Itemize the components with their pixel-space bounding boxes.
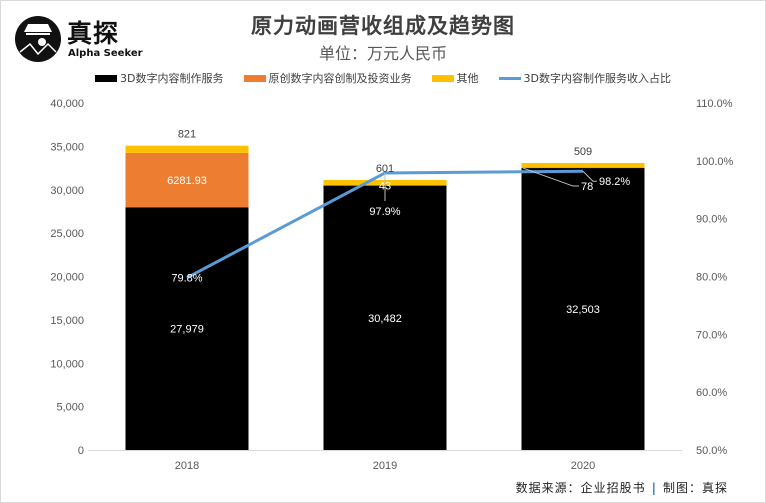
bar-2-2018 (125, 145, 249, 153)
chart-title: 原力动画营收组成及趋势图 (251, 13, 515, 38)
y-right-tick-label: 60.0% (696, 387, 727, 399)
legend-swatch (431, 74, 454, 82)
x-tick-label: 2018 (175, 460, 199, 472)
bar-0-2020 (521, 168, 645, 450)
logo-name: 真探 (67, 19, 120, 48)
data-label-original-content: 78 (581, 181, 593, 193)
legend-item-ratio-line: 3D数字内容制作服务收入占比 (498, 70, 671, 86)
data-label-other: 601 (376, 163, 394, 175)
footer-separator: | (651, 481, 657, 495)
logo-subtitle: Alpha Seeker (68, 48, 143, 59)
y-left-tick-label: 15,000 (50, 315, 84, 327)
data-label-ratio: 79.8% (171, 273, 202, 285)
legend: 3D数字内容制作服务 原创数字内容创制及投资业务 其他 3D数字内容制作服务收入… (0, 70, 766, 86)
y-left-tick-label: 25,000 (50, 228, 84, 240)
y-right-tick-label: 70.0% (696, 329, 727, 341)
y-left-tick-label: 20,000 (50, 272, 84, 284)
y-left-tick-label: 0 (78, 445, 84, 457)
bar-0-2018 (125, 207, 249, 450)
data-label-other: 821 (178, 129, 196, 141)
y-right-tick-label: 110.0% (696, 98, 733, 110)
leader-line (522, 167, 579, 187)
data-source: 数据来源：企业招股书 (515, 481, 646, 495)
chart-subtitle: 单位：万元人民币 (318, 44, 447, 63)
leader-line (582, 170, 597, 182)
data-label-original-content: 6281.93 (167, 175, 207, 187)
detective-logo-icon (15, 16, 61, 62)
bar-1-2020 (521, 167, 645, 169)
x-tick-label: 2019 (373, 460, 397, 472)
legend-item-original-content: 原创数字内容创制及投资业务 (243, 70, 412, 86)
bar-0-2019 (323, 185, 447, 450)
data-label-ratio: 98.2% (599, 176, 630, 188)
y-right-tick-label: 90.0% (696, 214, 727, 226)
data-label-3d-service: 32,503 (566, 304, 600, 316)
legend-label: 3D数字内容制作服务收入占比 (523, 72, 671, 85)
y-right-tick-label: 80.0% (696, 272, 727, 284)
footer: 数据来源：企业招股书 | 制图：真探 (516, 479, 728, 496)
legend-swatch (95, 74, 118, 82)
y-left-tick-label: 30,000 (50, 185, 84, 197)
y-right-tick-label: 50.0% (696, 445, 727, 457)
data-label-other: 509 (574, 146, 592, 158)
bar-2-2020 (521, 162, 645, 168)
data-label-3d-service: 30,482 (368, 313, 402, 325)
legend-label: 3D数字内容制作服务 (120, 72, 224, 85)
y-left-tick-label: 10,000 (50, 358, 84, 370)
chart-credit: 制图：真探 (662, 481, 728, 495)
data-label-ratio: 97.9% (369, 206, 400, 218)
legend-label: 其他 (456, 72, 479, 85)
y-left-tick-label: 5,000 (56, 402, 84, 414)
legend-swatch (243, 74, 266, 82)
y-left-tick-label: 40,000 (50, 98, 84, 110)
bar-1-2018 (125, 152, 249, 208)
legend-label: 原创数字内容创制及投资业务 (268, 72, 412, 85)
y-right-tick-label: 100.0% (696, 156, 734, 168)
legend-item-3d-service: 3D数字内容制作服务 (95, 70, 224, 86)
legend-item-other: 其他 (431, 70, 479, 86)
data-label-3d-service: 27,979 (170, 324, 204, 336)
logo: 真探 Alpha Seeker (14, 14, 143, 64)
legend-line-swatch (498, 76, 521, 80)
y-left-tick-label: 35,000 (50, 141, 84, 153)
x-tick-label: 2020 (571, 460, 595, 472)
